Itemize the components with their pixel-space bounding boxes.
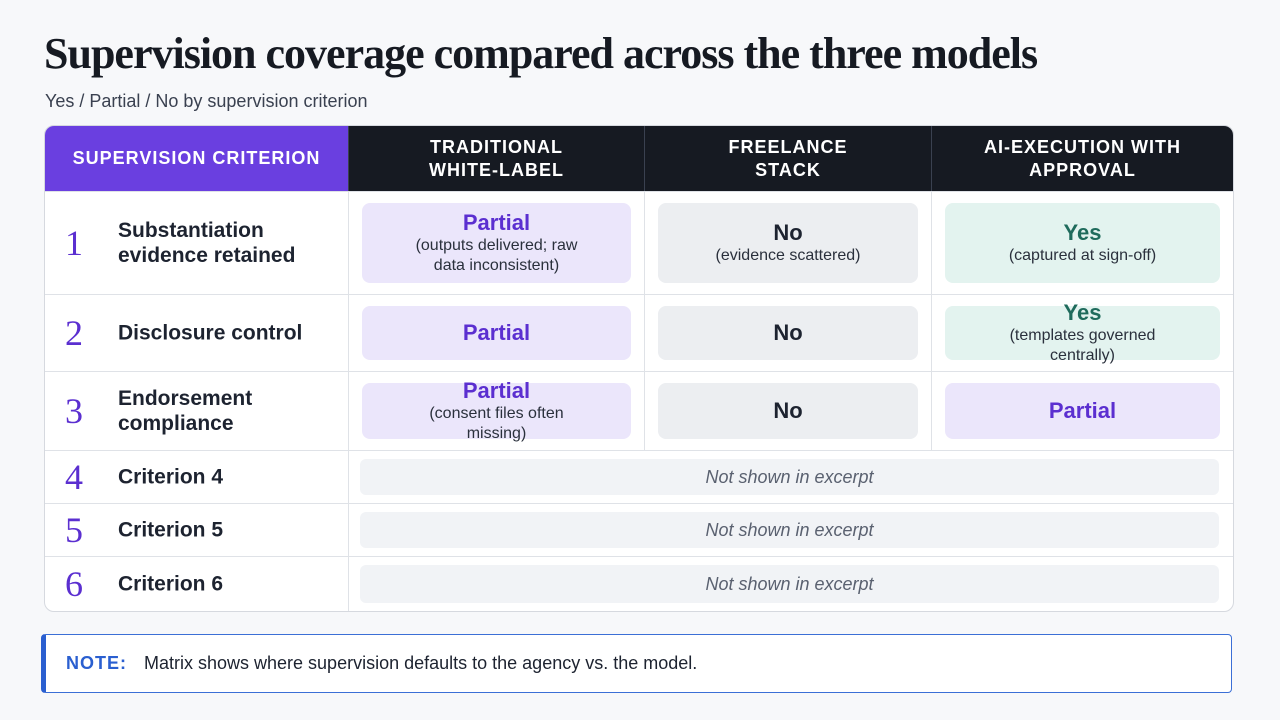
verdict: No	[773, 398, 803, 423]
verdict-detail: (evidence scattered)	[715, 247, 861, 264]
verdict-cell: No (evidence scattered)	[644, 191, 931, 294]
row-label: 2 Disclosure control	[45, 294, 348, 371]
verdict: Yes	[1063, 300, 1102, 325]
verdict-cell: No	[644, 294, 931, 371]
row-number: 6	[65, 563, 83, 604]
verdict-cell: Yes (captured at sign-off)	[931, 191, 1233, 294]
row-number: 5	[65, 509, 83, 550]
verdict-detail: (captured at sign-off)	[1008, 247, 1157, 264]
verdict-pill: No	[658, 306, 918, 360]
verdict-detail: (outputs delivered; raw data inconsisten…	[415, 237, 578, 274]
row-label: 1 Substantiation evidence retained	[45, 191, 348, 294]
verdict: Partial	[1048, 398, 1117, 423]
verdict-cell: Partial (consent files often missing)	[348, 371, 644, 450]
column-header: FREELANCE STACK	[644, 126, 931, 191]
excerpt-note: Not shown in excerpt	[360, 565, 1219, 603]
excerpt-note: Not shown in excerpt	[360, 459, 1219, 495]
verdict: Partial	[462, 378, 531, 403]
criterion: Criterion 6	[118, 572, 224, 596]
row-label: 6 Criterion 6	[45, 556, 348, 611]
verdict-detail: (templates governed centrally)	[1009, 327, 1156, 364]
title: Supervision coverage compared across the…	[44, 29, 1038, 78]
verdict: No	[773, 220, 803, 245]
table: SUPERVISION CRITERION TRADITIONAL WHITE-L…	[44, 125, 1234, 612]
row-number: 1	[65, 222, 83, 263]
row-number: 4	[65, 456, 83, 497]
column-header: TRADITIONAL WHITE-LABEL	[348, 126, 644, 191]
verdict-pill: Partial (outputs delivered; raw data inco…	[362, 203, 631, 283]
verdict-cell: Yes (templates governed centrally)	[931, 294, 1233, 371]
note: NOTE: Matrix shows where supervision defa…	[41, 634, 1232, 693]
criterion: Criterion 5	[118, 518, 224, 542]
note-label: NOTE:	[66, 653, 127, 673]
verdict-pill: No	[658, 383, 918, 439]
verdict-pill: Partial	[362, 306, 631, 360]
verdict-pill: Yes (templates governed centrally)	[945, 300, 1220, 364]
column-header: AI-EXECUTION WITH APPROVAL	[931, 126, 1233, 191]
row-label: 3 Endorsement compliance	[45, 371, 348, 450]
row-label: 4 Criterion 4	[45, 450, 348, 503]
verdict: Partial	[462, 320, 531, 345]
criterion: Substantiation evidence retained	[118, 219, 296, 267]
verdict: Yes	[1063, 220, 1102, 245]
excerpt-cell: Not shown in excerpt	[348, 556, 1233, 611]
row-number: 3	[65, 390, 83, 431]
verdict-pill: Yes (captured at sign-off)	[945, 203, 1220, 283]
criterion: Disclosure control	[118, 321, 303, 345]
excerpt-cell: Not shown in excerpt	[348, 503, 1233, 556]
excerpt-cell: Not shown in excerpt	[348, 450, 1233, 503]
criterion: Endorsement compliance	[118, 387, 253, 435]
verdict-cell: Partial (outputs delivered; raw data inco…	[348, 191, 644, 294]
verdict: No	[773, 320, 803, 345]
verdict-cell: No	[644, 371, 931, 450]
subtitle: Yes / Partial / No by supervision criter…	[45, 91, 368, 111]
row-label: 5 Criterion 5	[45, 503, 348, 556]
verdict-cell: Partial	[931, 371, 1233, 450]
criterion: Criterion 4	[118, 465, 224, 489]
column-header: SUPERVISION CRITERION	[45, 126, 348, 191]
verdict-pill: Partial	[945, 383, 1220, 439]
excerpt-note: Not shown in excerpt	[360, 512, 1219, 548]
verdict-pill: Partial (consent files often missing)	[362, 378, 631, 442]
verdict-detail: (consent files often missing)	[429, 405, 564, 442]
verdict-pill: No (evidence scattered)	[658, 203, 918, 283]
note-text: Matrix shows where supervision defaults …	[144, 653, 698, 673]
row-number: 2	[65, 312, 83, 353]
verdict-cell: Partial	[348, 294, 644, 371]
verdict: Partial	[462, 210, 531, 235]
